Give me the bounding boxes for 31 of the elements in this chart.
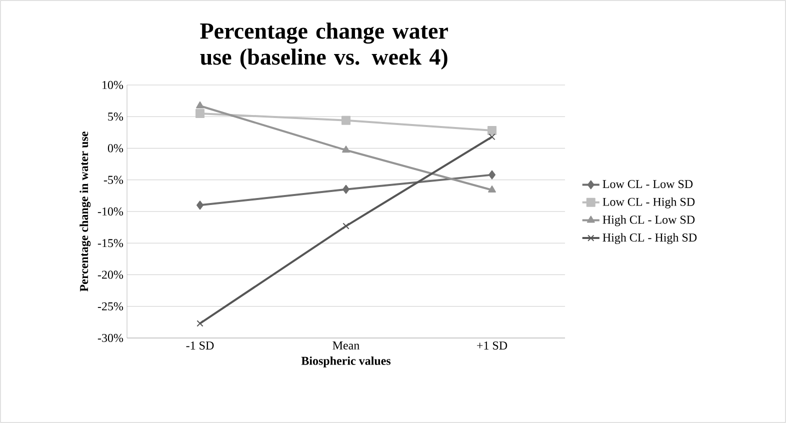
- y-tick-label: -20%: [98, 270, 124, 279]
- point: [196, 108, 204, 118]
- point: [196, 320, 204, 327]
- legend-label: Low CL - High SD: [602, 197, 695, 208]
- legend-label: Low CL - Low SD: [602, 180, 693, 188]
- y-tick-label: 10%: [102, 80, 124, 90]
- y-tick-label: -30%: [98, 334, 124, 342]
- x-tick-label: +1 SD: [477, 342, 508, 350]
- legend-label: High CL - Low SD: [602, 215, 695, 226]
- y-tick-label: -5%: [104, 176, 124, 184]
- point: [196, 200, 204, 210]
- point: [488, 134, 496, 140]
- x-axis-title: Biospheric values: [301, 356, 391, 368]
- point: [342, 116, 351, 125]
- point: [488, 170, 496, 180]
- point: [196, 101, 204, 108]
- x-tick-label: -1 SD: [186, 342, 214, 350]
- y-tick-label: 0%: [108, 144, 124, 152]
- chart-title: Percentage change water use (baseline vs. week 4): [200, 22, 448, 70]
- x-tick-label: Mean: [332, 342, 360, 350]
- point: [342, 146, 350, 153]
- y-tick-label: -10%: [98, 207, 124, 216]
- point: [488, 185, 496, 192]
- point: [342, 184, 350, 194]
- point: [488, 126, 497, 136]
- y-tick-label: 5%: [108, 112, 124, 121]
- point: [342, 222, 350, 230]
- y-tick-label: -25%: [98, 302, 124, 310]
- y-axis-title: Percentage change in water use: [80, 132, 91, 292]
- y-tick-label: -15%: [98, 239, 124, 248]
- legend-label: High CL - High SD: [602, 233, 697, 244]
